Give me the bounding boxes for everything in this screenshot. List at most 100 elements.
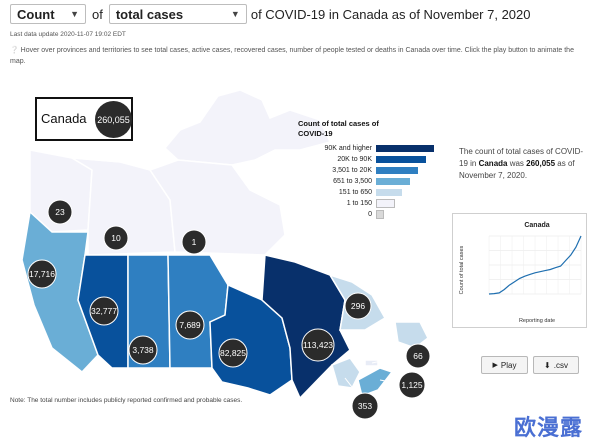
bubble-circle <box>89 296 119 326</box>
canada-map[interactable]: 23 10 1 17,716 32,777 3,738 7,689 82,825 113,423… <box>0 80 450 440</box>
legend-item: 1 to 150 <box>298 198 443 209</box>
legend-title-line-2: COVID-19 <box>298 129 333 138</box>
measure-dropdown-value: Count <box>17 6 55 22</box>
legend-item: 151 to 650 <box>298 187 443 198</box>
bubble-value: 32,777 <box>91 306 117 316</box>
legend-item-swatch <box>376 178 410 185</box>
bubble-alberta[interactable]: 32,777 <box>89 296 119 326</box>
bubble-value: 7,689 <box>179 320 201 330</box>
chart-x-label: Reporting date <box>519 318 555 324</box>
watermark-text: 欧漫露 <box>514 415 584 440</box>
legend-item-swatch <box>376 199 395 208</box>
metric-dropdown[interactable]: total cases ▼ <box>108 4 247 24</box>
callout-country-name: Canada <box>41 111 87 126</box>
bubble-value: 296 <box>351 301 365 311</box>
legend-item-swatch <box>376 210 384 219</box>
bubble-quebec[interactable]: 113,423 <box>301 328 335 362</box>
bubble-circle <box>128 335 158 365</box>
legend-title-line-1: Count of total cases of <box>298 119 379 128</box>
bubble-british-columbia[interactable]: 17,716 <box>27 259 57 289</box>
bubble-circle <box>398 371 426 399</box>
bubble-manitoba[interactable]: 7,689 <box>175 310 205 340</box>
bubble-circle <box>181 229 207 255</box>
bubble-ontario[interactable]: 82,825 <box>218 338 248 368</box>
summary-place: Canada <box>478 159 508 168</box>
trend-chart-svg: Canada Count of total cases Reporting da… <box>459 222 582 324</box>
region-nova-scotia[interactable] <box>357 367 394 397</box>
bubble-value: 17,716 <box>29 269 55 279</box>
header: Count ▼ of total cases ▼ of COVID-19 in … <box>10 3 590 25</box>
trend-chart: Canada Count of total cases Reporting da… <box>452 213 587 328</box>
bubble-circle <box>405 343 431 369</box>
header-title-text: of COVID-19 in Canada as of November 7, … <box>250 6 531 22</box>
chevron-down-icon: ▼ <box>230 9 240 19</box>
legend-item: 0 <box>298 209 443 220</box>
callout-value-bubble: 260,055 <box>95 101 132 138</box>
bubble-circle <box>27 259 57 289</box>
legend-item-swatch <box>376 145 434 152</box>
summary-prefix: The count of total cases of COVID-19 in <box>459 147 584 168</box>
bubble-value: 3,738 <box>132 345 154 355</box>
bubble-circle <box>175 310 205 340</box>
bubble-circle <box>103 225 129 251</box>
legend-item-label: 651 to 3,500 <box>333 178 372 185</box>
bubble-prince-edward-island[interactable]: 66 <box>405 343 431 369</box>
play-icon: ▶ <box>492 362 498 369</box>
bubble-newfoundland-and-labrador[interactable]: 296 <box>344 292 372 320</box>
region-nunavut[interactable] <box>148 159 286 256</box>
bubble-value: 10 <box>111 233 121 243</box>
bubble-value: 353 <box>358 401 372 411</box>
map-legend: Count of total cases of COVID-19 90K and… <box>298 119 443 220</box>
chevron-down-icon: ▼ <box>70 9 79 19</box>
summary-text: The count of total cases of COVID-19 in … <box>459 146 584 182</box>
bubble-yukon[interactable]: 23 <box>47 199 73 225</box>
csv-download-button[interactable]: ⬇ .csv <box>533 356 579 374</box>
csv-button-label: .csv <box>553 360 568 370</box>
region-quebec[interactable] <box>261 254 351 400</box>
bubble-nunavut[interactable]: 1 <box>181 229 207 255</box>
hint-label: Hover over provinces and territories to … <box>10 47 574 65</box>
bubble-value: 66 <box>413 351 423 361</box>
hint-text: ❔ Hover over provinces and territories t… <box>10 45 585 67</box>
bubble-circle <box>344 292 372 320</box>
info-icon: ❔ <box>10 47 19 54</box>
legend-item-label: 1 to 150 <box>346 200 372 207</box>
region-newfoundland[interactable] <box>394 321 429 349</box>
summary-suffix: as of November 7, 2020. <box>459 159 575 180</box>
region-new-brunswick[interactable] <box>331 357 361 389</box>
play-button-label: Play <box>500 360 517 370</box>
bubble-value: 82,825 <box>220 348 246 358</box>
metric-dropdown-value: total cases <box>115 6 184 22</box>
bubble-value: 23 <box>55 207 65 217</box>
header-of-text: of <box>92 6 103 22</box>
legend-item-swatch <box>376 156 426 163</box>
legend-item: 651 to 3,500 <box>298 176 443 187</box>
legend-item-label: 3,501 to 20K <box>332 167 372 174</box>
pei-connector <box>371 354 411 364</box>
play-button[interactable]: ▶ Play <box>481 356 528 374</box>
bubble-circle <box>301 328 335 362</box>
chart-title: Canada <box>524 222 549 229</box>
legend-item-swatch <box>376 189 402 196</box>
bubble-northwest-territories[interactable]: 10 <box>103 225 129 251</box>
footnote: Note: The total number includes publicly… <box>10 397 243 404</box>
legend-item: 90K and higher <box>298 143 443 154</box>
chart-series-line <box>488 235 582 295</box>
legend-item: 20K to 90K <box>298 154 443 165</box>
legend-item-label: 20K to 90K <box>337 156 372 163</box>
chart-grid <box>488 235 582 295</box>
legend-item-label: 151 to 650 <box>338 189 372 196</box>
bubble-value: 1 <box>192 237 197 247</box>
summary-middle: was <box>507 159 527 168</box>
bubble-nova-scotia[interactable]: 1,125 <box>398 371 426 399</box>
legend-item-label: 0 <box>368 211 372 218</box>
measure-dropdown[interactable]: Count ▼ <box>10 4 86 24</box>
last-update-text: Last data update 2020-11-07 19:02 EDT <box>10 31 126 38</box>
region-prince-edward-island[interactable] <box>364 359 379 367</box>
download-icon: ⬇ <box>544 360 551 370</box>
bubble-circle <box>47 199 73 225</box>
bubble-saskatchewan[interactable]: 3,738 <box>128 335 158 365</box>
bubble-new-brunswick[interactable]: 353 <box>351 392 379 420</box>
bubble-circle <box>218 338 248 368</box>
bubble-value: 113,423 <box>303 340 333 350</box>
